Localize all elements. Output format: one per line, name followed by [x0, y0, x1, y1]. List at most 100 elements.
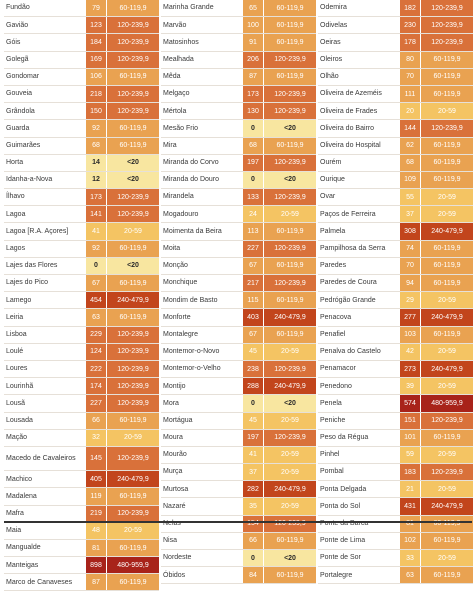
table-row: Mora 0 <20	[161, 395, 316, 413]
incidence-range: 20-59	[421, 343, 473, 360]
table-row: Idanha-a-Nova 12 <20	[4, 171, 159, 190]
municipality-name: Moura	[163, 434, 183, 442]
table-row: Oliveira do Hospital 62 60-119,9	[318, 137, 473, 155]
incidence-range: <20	[264, 120, 316, 137]
municipality-name: Mondim de Basto	[163, 296, 218, 304]
table-row: Paços de Ferreira 37 20-59	[318, 206, 473, 224]
incidence-value: 151	[400, 412, 420, 429]
incidence-value: 288	[243, 378, 263, 395]
municipality-name: Nordeste	[163, 554, 192, 562]
incidence-value: 66	[243, 532, 263, 549]
incidence-range: 120-239,9	[107, 17, 159, 34]
table-row: Ourique 109 60-119,9	[318, 171, 473, 190]
municipality-name: Ponte de Sor	[320, 554, 361, 562]
incidence-range: 20-59	[421, 103, 473, 120]
table-row: Portalegre 63 60-119,9	[318, 567, 473, 585]
incidence-range: 480-959,9	[107, 557, 159, 574]
municipality-name: Ílhavo	[6, 193, 25, 201]
table-row: Palmela 308 240-479,9	[318, 223, 473, 241]
incidence-value: 123	[86, 17, 106, 34]
incidence-range: 60-119,9	[421, 68, 473, 85]
table-row: Golegã 169 120-239,9	[4, 51, 159, 69]
municipality-name: Penafiel	[320, 330, 346, 338]
municipality-name: Guimarães	[6, 141, 41, 149]
incidence-range: 60-119,9	[264, 68, 316, 85]
incidence-value: 144	[400, 120, 420, 137]
municipality-name: Penela	[320, 399, 342, 407]
municipality-name: Peso da Régua	[320, 434, 369, 442]
incidence-value: 227	[243, 240, 263, 257]
incidence-range: 60-119,9	[107, 539, 159, 557]
incidence-range: 120-239,9	[107, 51, 159, 68]
incidence-value: 173	[86, 189, 106, 206]
incidence-value: 20	[400, 103, 420, 120]
incidence-value: 87	[243, 68, 263, 85]
table-row: Gouveia 218 120-239,9	[4, 85, 159, 104]
table-row: Penamacor 273 240-479,9	[318, 360, 473, 379]
incidence-range: 240-479,9	[264, 481, 316, 498]
incidence-value: 222	[86, 360, 106, 378]
table-row: Moimenta da Beira 113 60-119,9	[161, 223, 316, 241]
municipality-name: Mealhada	[163, 55, 194, 63]
municipality-name: Machico	[6, 475, 33, 483]
incidence-value: 41	[243, 446, 263, 464]
table-row: Mortágua 45 20-59	[161, 412, 316, 430]
municipality-name: Moimenta da Beira	[163, 227, 222, 235]
incidence-value: 111	[400, 85, 420, 103]
incidence-range: 60-119,9	[107, 488, 159, 505]
municipality-name: Mora	[163, 399, 179, 407]
municipality-name: Lourinhã	[6, 382, 34, 390]
incidence-value: 230	[400, 17, 420, 34]
table-row: Lisboa 229 120-239,9	[4, 326, 159, 344]
table-row: Peniche 151 120-239,9	[318, 412, 473, 430]
table-column-2: Marinha Grande 65 60-119,9 Marvão 100 60-119,…	[161, 0, 316, 585]
incidence-value: 63	[400, 567, 420, 584]
incidence-value: 79	[86, 0, 106, 17]
municipality-name: Mação	[6, 434, 28, 442]
incidence-range: 120-239,9	[264, 360, 316, 378]
table-row: Miranda do Douro 0 <20	[161, 171, 316, 190]
municipality-name: Ponta Delgada	[320, 485, 367, 493]
municipality-name: Olhão	[320, 73, 339, 81]
incidence-value: 59	[400, 446, 420, 464]
incidence-range: 120-239,9	[107, 343, 159, 360]
municipality-name: Portalegre	[320, 571, 353, 579]
municipality-name: Montalegre	[163, 330, 199, 338]
incidence-value: 197	[243, 154, 263, 171]
municipality-name: Mesão Frio	[163, 124, 199, 132]
municipality-name: Penedono	[320, 382, 352, 390]
table-row: Melgaço 173 120-239,9	[161, 85, 316, 104]
municipality-name: Paredes de Coura	[320, 279, 377, 287]
incidence-value: 141	[86, 206, 106, 223]
incidence-value: 174	[86, 378, 106, 395]
incidence-value: 229	[86, 326, 106, 343]
municipality-name: Leiria	[6, 313, 24, 321]
table-row: Peso da Régua 101 60-119,9	[318, 429, 473, 447]
municipality-name: Penacova	[320, 313, 352, 321]
incidence-value: 178	[400, 34, 420, 51]
municipality-name: Mangualde	[6, 544, 41, 552]
table-row: Fundão 79 60-119,9	[4, 0, 159, 18]
incidence-value: 454	[86, 292, 106, 309]
incidence-range: 120-239,9	[107, 206, 159, 223]
table-column-1: Fundão 79 60-119,9 Gavião 123 120-239,9 Góis 18…	[4, 0, 159, 591]
incidence-value: 94	[400, 275, 420, 292]
incidence-value: 14	[86, 154, 106, 171]
table-row: Moura 197 120-239,9	[161, 429, 316, 447]
incidence-range: 60-119,9	[421, 257, 473, 274]
table-row: Nordeste 0 <20	[161, 550, 316, 568]
incidence-range: 120-239,9	[421, 120, 473, 137]
municipality-name: Oliveira de Frades	[320, 107, 378, 115]
incidence-range: 20-59	[421, 378, 473, 395]
table-row: Lajes do Pico 67 60-119,9	[4, 275, 159, 293]
municipality-name: Monção	[163, 262, 188, 270]
incidence-range: 120-239,9	[264, 429, 316, 446]
incidence-value: 0	[86, 257, 106, 274]
incidence-value: 101	[400, 429, 420, 446]
incidence-value: 197	[243, 429, 263, 446]
table-row: Grândola 150 120-239,9	[4, 103, 159, 121]
incidence-range: <20	[107, 171, 159, 189]
incidence-range: 240-479,9	[421, 223, 473, 240]
municipality-name: Paredes	[320, 262, 347, 270]
incidence-value: 133	[243, 189, 263, 206]
